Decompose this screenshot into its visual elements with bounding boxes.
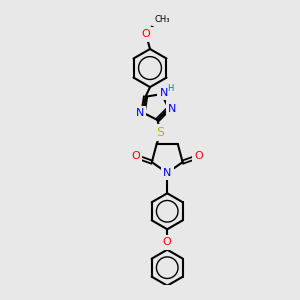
Text: O: O <box>163 238 172 248</box>
Text: O: O <box>142 29 150 39</box>
Text: CH₃: CH₃ <box>154 15 170 24</box>
Text: H: H <box>167 84 173 93</box>
Text: S: S <box>157 126 165 139</box>
Text: N: N <box>160 88 168 98</box>
Text: N: N <box>163 168 171 178</box>
Text: O: O <box>132 151 140 160</box>
Text: O: O <box>194 151 203 160</box>
Text: N: N <box>136 108 144 118</box>
Text: N: N <box>168 103 176 114</box>
